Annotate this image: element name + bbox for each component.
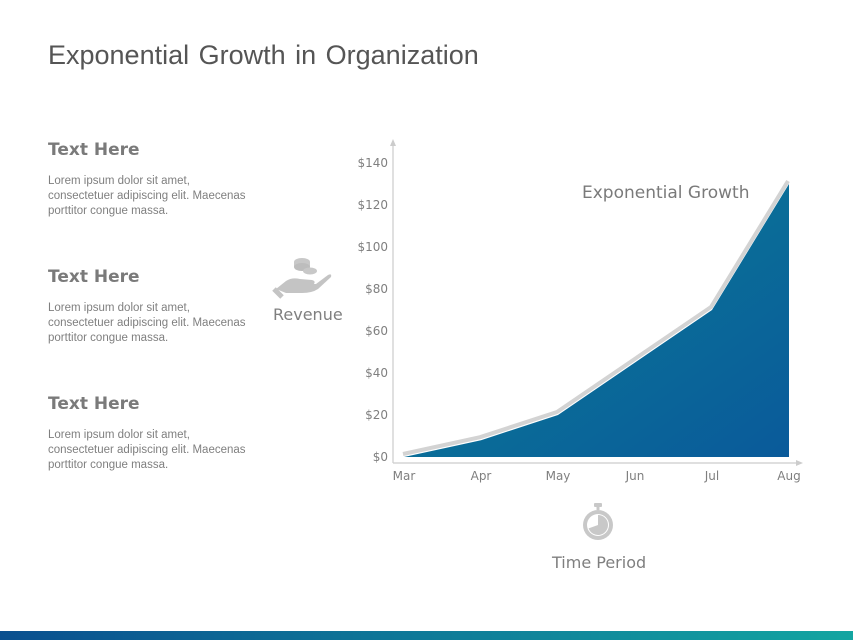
text-block-heading: Text Here <box>48 140 140 160</box>
time-period-label: Time Period <box>552 553 647 572</box>
y-tick-label: $40 <box>365 366 388 380</box>
revenue-area <box>404 184 789 457</box>
y-axis-arrow <box>390 139 396 146</box>
text-block-heading: Text Here <box>48 267 140 287</box>
y-tick-label: $0 <box>373 450 388 464</box>
text-block-1: Text Here Lorem ipsum dolor sit amet, co… <box>48 140 248 219</box>
slide-title: Exponential Growth in Organization <box>48 40 479 70</box>
y-tick-label: $140 <box>357 156 388 170</box>
text-block-body: Lorem ipsum dolor sit amet, consectetuer… <box>48 175 246 217</box>
y-tick-label: $80 <box>365 282 388 296</box>
y-tick-label: $120 <box>357 198 388 212</box>
text-block-3: Text Here Lorem ipsum dolor sit amet, co… <box>48 394 248 473</box>
x-tick-label: Aug <box>777 469 800 483</box>
text-block-body: Lorem ipsum dolor sit amet, consectetuer… <box>48 429 246 471</box>
area-shadow <box>402 179 790 456</box>
text-block-body: Lorem ipsum dolor sit amet, consectetuer… <box>48 302 246 344</box>
text-block-2: Text Here Lorem ipsum dolor sit amet, co… <box>48 267 248 346</box>
y-tick-label: $100 <box>357 240 388 254</box>
x-axis-arrow <box>796 460 803 466</box>
hand-coins-icon <box>272 258 332 299</box>
x-tick-label: Jul <box>704 469 719 483</box>
text-block-heading: Text Here <box>48 394 140 414</box>
x-tick-label: May <box>546 469 571 483</box>
y-tick-label: $20 <box>365 408 388 422</box>
chart-annotation: Exponential Growth <box>582 183 749 203</box>
x-tick-label: Apr <box>471 469 492 483</box>
x-tick-label: Mar <box>393 469 416 483</box>
x-tick-label: Jun <box>625 469 645 483</box>
y-tick-label: $60 <box>365 324 388 338</box>
stopwatch-icon <box>583 503 613 540</box>
bottom-accent-bar <box>0 631 853 640</box>
revenue-label: Revenue <box>273 305 343 324</box>
